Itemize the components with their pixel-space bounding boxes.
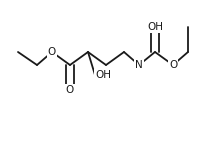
Text: OH: OH <box>95 70 111 80</box>
Text: O: O <box>48 47 56 57</box>
Text: OH: OH <box>147 22 163 32</box>
Text: N: N <box>135 60 143 70</box>
Text: O: O <box>66 85 74 95</box>
Text: O: O <box>169 60 177 70</box>
